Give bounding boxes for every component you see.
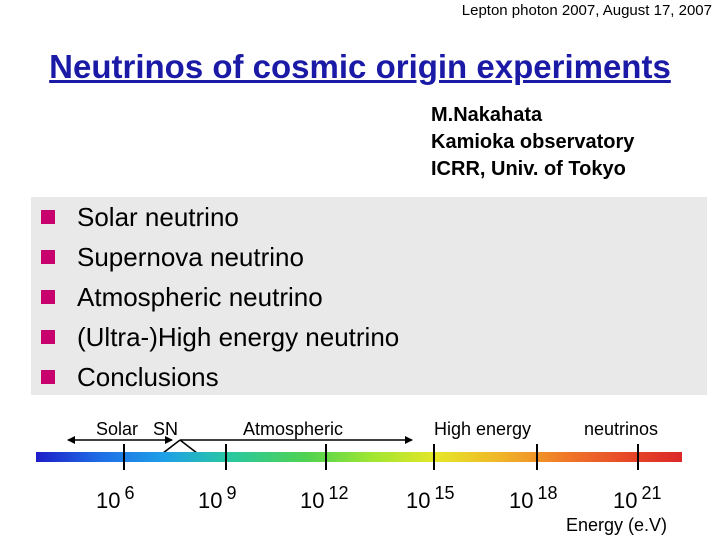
outline-item-high-energy: (Ultra-)High energy neutrino	[31, 317, 707, 357]
author-name: M.Nakahata	[431, 104, 543, 126]
high-energy-label: High energy	[434, 419, 532, 439]
square-bullet-icon	[41, 330, 55, 344]
outline-list: Solar neutrino Supernova neutrino Atmosp…	[31, 197, 707, 397]
decade-tick	[637, 444, 639, 470]
decade-label: 10 15	[406, 483, 455, 513]
outline-item-label: Atmospheric neutrino	[77, 281, 323, 312]
decade-tick	[225, 444, 227, 470]
outline-item-label: Solar neutrino	[77, 201, 239, 232]
outline-item-conclusions: Conclusions	[31, 357, 707, 397]
conference-header: Lepton photon 2007, August 17, 2007	[461, 2, 712, 19]
decade-label: 10 18	[509, 483, 558, 513]
outline-item-label: (Ultra-)High energy neutrino	[77, 321, 400, 352]
decade-tick	[123, 444, 125, 470]
decade-tick	[536, 444, 538, 470]
neutrinos-label: neutrinos	[584, 419, 659, 439]
outline-item-label: Supernova neutrino	[77, 241, 304, 272]
decade-label: 10 9	[198, 483, 237, 513]
energy-axis-label: Energy (e.V)	[566, 515, 668, 535]
square-bullet-icon	[41, 290, 55, 304]
atmospheric-label: Atmospheric	[243, 419, 344, 439]
square-bullet-icon	[41, 250, 55, 264]
decade-tick	[325, 444, 327, 470]
energy-spectrum-bar	[36, 452, 682, 462]
decade-label: 10 6	[96, 483, 135, 513]
author-block: M.Nakahata Kamioka observatory ICRR, Uni…	[431, 102, 634, 183]
outline-box: Solar neutrino Supernova neutrino Atmosp…	[30, 196, 708, 396]
author-institution: Kamioka observatory	[431, 131, 635, 153]
decade-label: 10 12	[300, 483, 349, 513]
solar-label: Solar	[96, 419, 139, 439]
square-bullet-icon	[41, 370, 55, 384]
slide-title: Neutrinos of cosmic origin experiments	[49, 48, 671, 85]
outline-item-atmospheric: Atmospheric neutrino	[31, 277, 707, 317]
outline-item-label: Conclusions	[77, 361, 219, 392]
outline-item-supernova: Supernova neutrino	[31, 237, 707, 277]
decade-label: 10 21	[613, 483, 662, 513]
outline-item-solar: Solar neutrino	[31, 197, 707, 237]
sn-label: SN	[153, 419, 179, 439]
square-bullet-icon	[41, 210, 55, 224]
decade-tick	[433, 444, 435, 470]
author-university: ICRR, Univ. of Tokyo	[431, 158, 626, 180]
